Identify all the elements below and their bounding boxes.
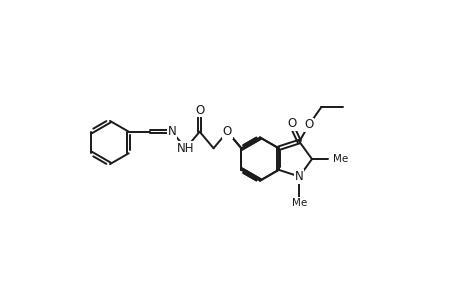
Text: O: O — [304, 118, 313, 131]
Text: N: N — [167, 125, 176, 138]
Text: N: N — [294, 170, 303, 183]
Text: O: O — [222, 125, 231, 138]
Text: O: O — [287, 117, 297, 130]
Text: NH: NH — [177, 142, 194, 155]
Text: Me: Me — [332, 154, 347, 164]
Text: Me: Me — [291, 198, 306, 208]
Text: O: O — [195, 104, 204, 117]
